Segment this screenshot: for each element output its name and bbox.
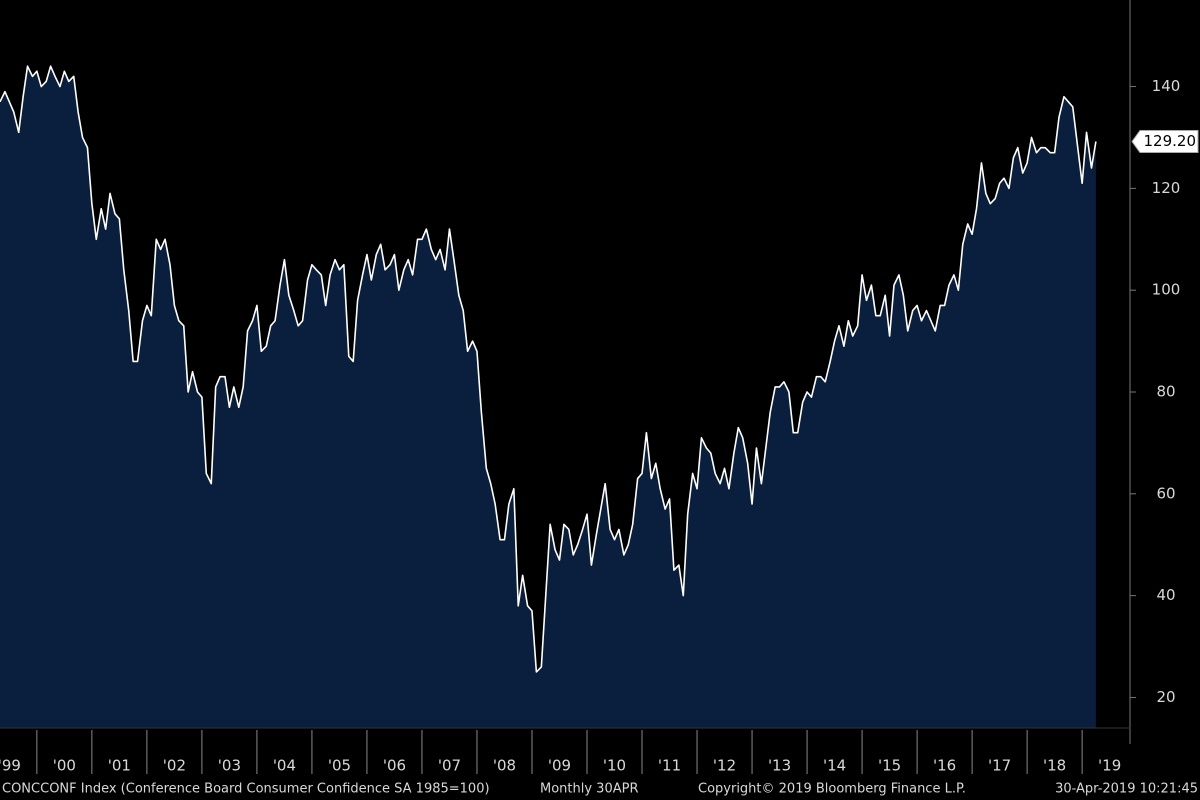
y-tick-label: 80 (1156, 383, 1175, 401)
footer-frequency: Monthly 30APR (540, 782, 639, 797)
x-tick-label: '10 (603, 757, 626, 775)
x-tick-label: '13 (768, 757, 791, 775)
footer-title: CONCCONF Index (Conference Board Consume… (2, 782, 490, 797)
x-tick-label: '08 (493, 757, 516, 775)
footer-timestamp: 30-Apr-2019 10:21:45 (1055, 782, 1198, 797)
y-tick-label: 60 (1156, 484, 1175, 502)
x-tick-label: '06 (383, 757, 406, 775)
x-tick-label: '16 (933, 757, 956, 775)
last-value-label: 129.20 (1144, 132, 1197, 150)
y-tick-label: 120 (1152, 179, 1181, 197)
x-tick-label: '14 (823, 757, 846, 775)
x-tick-label: '04 (273, 757, 296, 775)
line (0, 65, 1097, 673)
x-tick-label: '19 (1098, 757, 1121, 775)
x-tick-label: '03 (218, 757, 241, 775)
y-tick-label: 20 (1156, 688, 1175, 706)
x-tick-label: '99 (0, 757, 21, 775)
x-tick-label: '17 (988, 757, 1011, 775)
y-tick-label: 140 (1152, 77, 1181, 95)
x-tick-label: '11 (658, 757, 681, 775)
x-tick-label: '18 (1043, 757, 1066, 775)
y-tick-label: 40 (1156, 586, 1175, 604)
x-tick-label: '12 (713, 757, 736, 775)
x-tick-label: '07 (438, 757, 461, 775)
x-tick-label: '09 (548, 757, 571, 775)
x-tick-label: '02 (163, 757, 186, 775)
y-tick-label: 100 (1152, 281, 1181, 299)
x-tick-label: '00 (53, 757, 76, 775)
last-value-box (1131, 130, 1199, 154)
footer-copyright: Copyright© 2019 Bloomberg Finance L.P. (698, 782, 966, 797)
x-tick-label: '01 (108, 757, 131, 775)
x-tick-label: '05 (328, 757, 351, 775)
x-tick-label: '15 (878, 757, 901, 775)
area (0, 66, 1096, 729)
